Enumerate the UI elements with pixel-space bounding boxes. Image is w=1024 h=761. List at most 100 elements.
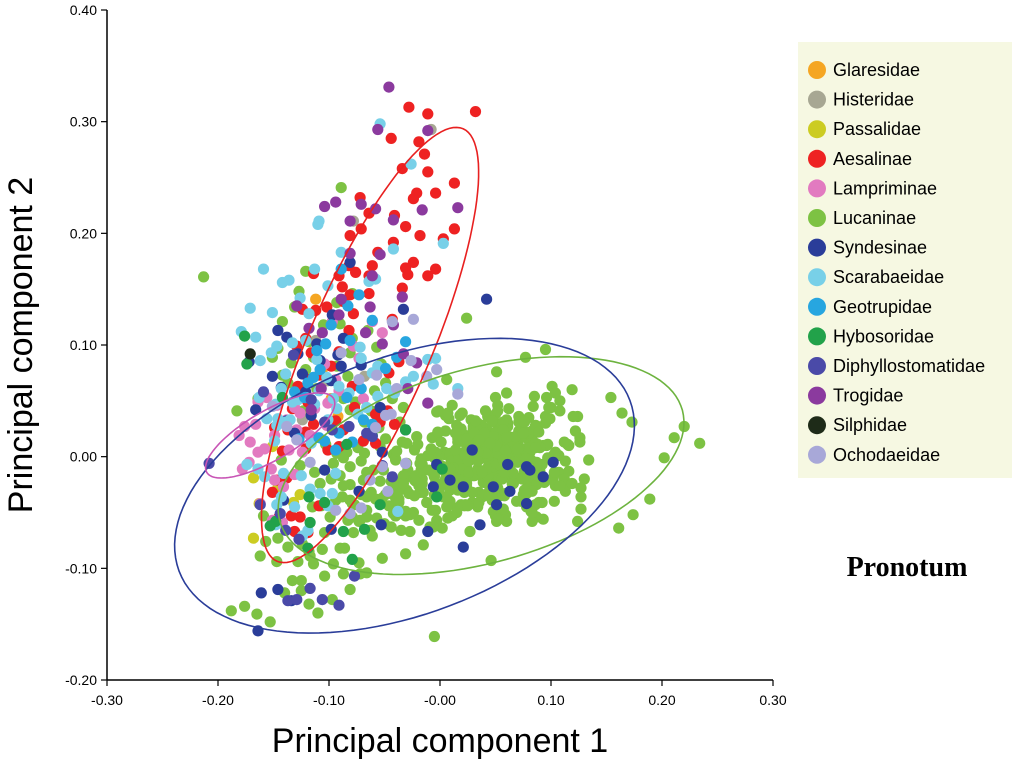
point-lucaninae xyxy=(239,600,251,612)
point-lucaninae xyxy=(463,466,475,478)
legend-label: Ochodaeidae xyxy=(833,445,940,465)
point-lucaninae xyxy=(501,515,513,528)
point-geotrupidae xyxy=(355,383,367,395)
legend-item-aesalinae: Aesalinae xyxy=(808,149,912,169)
point-scarabaeidae xyxy=(333,380,345,392)
point-lampriminae xyxy=(357,393,369,405)
point-trogidae xyxy=(344,215,356,227)
legend-item-glaresidae: Glaresidae xyxy=(808,60,920,80)
point-scarabaeidae xyxy=(314,487,326,500)
point-trogidae xyxy=(376,338,388,350)
point-scarabaeidae xyxy=(305,437,317,449)
legend-swatch xyxy=(808,120,826,139)
x-tick-label: -0.30 xyxy=(91,692,123,708)
point-syndesinae xyxy=(250,404,262,416)
point-lucaninae xyxy=(461,433,473,445)
point-lucaninae xyxy=(401,437,413,449)
point-aesalinae xyxy=(414,230,426,242)
point-lucaninae xyxy=(486,415,498,427)
point-lucaninae xyxy=(361,491,373,503)
point-aesalinae xyxy=(422,270,434,282)
point-glaresidae xyxy=(310,293,322,305)
legend-swatch xyxy=(808,149,826,168)
point-hybosoridae xyxy=(436,463,448,475)
y-axis-title: Principal component 2 xyxy=(2,177,40,513)
point-lucaninae xyxy=(464,525,476,538)
point-lucaninae xyxy=(433,405,445,417)
point-geotrupidae xyxy=(335,263,347,275)
point-lucaninae xyxy=(441,492,453,504)
point-ochodaeidae xyxy=(335,347,347,359)
point-lucaninae xyxy=(397,401,409,414)
point-aesalinae xyxy=(430,187,442,199)
point-lucaninae xyxy=(414,457,426,469)
point-lucaninae xyxy=(251,608,263,620)
legend-item-histeridae: Histeridae xyxy=(808,90,914,110)
point-lucaninae xyxy=(449,427,462,439)
point-scarabaeidae xyxy=(311,353,323,366)
point-trogidae xyxy=(374,249,386,261)
point-trogidae xyxy=(335,293,347,305)
point-lucaninae xyxy=(347,527,359,539)
point-syndesinae xyxy=(491,499,503,511)
point-aesalinae xyxy=(321,301,333,313)
point-syndesinae xyxy=(474,519,486,531)
point-lampriminae xyxy=(250,418,262,430)
legend-label: Histeridae xyxy=(833,90,914,110)
point-lucaninae xyxy=(491,366,503,378)
point-scarabaeidae xyxy=(335,246,347,258)
point-lucaninae xyxy=(627,509,639,521)
point-lampriminae xyxy=(294,407,306,419)
legend-swatch xyxy=(808,386,826,405)
point-ochodaeidae xyxy=(431,364,443,376)
panel-label: Pronotum xyxy=(847,552,968,583)
point-lucaninae xyxy=(427,467,439,479)
point-aesalinae xyxy=(343,324,355,337)
point-diphyllostomatidae xyxy=(287,349,300,361)
point-lucaninae xyxy=(497,416,509,428)
point-lucaninae xyxy=(626,416,638,428)
point-lucaninae xyxy=(578,473,590,485)
point-hybosoridae xyxy=(341,438,353,450)
point-lucaninae xyxy=(492,513,504,525)
point-lucaninae xyxy=(616,407,628,419)
point-lucaninae xyxy=(397,477,409,490)
point-scarabaeidae xyxy=(289,501,301,513)
point-ochodaeidae xyxy=(407,313,419,325)
point-passalidae xyxy=(294,489,306,501)
legend-swatch xyxy=(808,416,826,435)
point-aesalinae xyxy=(344,230,356,242)
point-syndesinae xyxy=(521,498,533,510)
point-geotrupidae xyxy=(357,414,369,426)
legend-items: Glaresidae Histeridae Passalidae Aesalinae L… xyxy=(808,60,985,465)
point-geotrupidae xyxy=(380,362,392,375)
point-lucaninae xyxy=(231,405,243,417)
point-syndesinae xyxy=(353,485,365,497)
point-scarabaeidae xyxy=(280,368,292,380)
point-hybosoridae xyxy=(239,330,251,342)
point-ochodaeidae xyxy=(291,434,303,446)
legend-label: Geotrupidae xyxy=(833,297,932,317)
series-lucaninae xyxy=(198,182,706,643)
point-trogidae xyxy=(364,301,376,313)
point-lucaninae xyxy=(526,506,538,519)
point-aesalinae xyxy=(307,418,320,430)
point-geotrupidae xyxy=(330,444,342,456)
legend-item-silphidae: Silphidae xyxy=(808,415,907,435)
point-lucaninae xyxy=(432,426,444,438)
point-syndesinae xyxy=(444,474,456,486)
point-lucaninae xyxy=(276,316,288,328)
ellipse-lampriminae xyxy=(204,392,336,479)
point-aesalinae xyxy=(294,511,306,523)
point-diphyllostomatidae xyxy=(333,599,345,611)
point-hybosoridae xyxy=(431,491,443,503)
point-lucaninae xyxy=(441,501,453,513)
point-lucaninae xyxy=(337,452,349,464)
point-aesalinae xyxy=(285,510,297,522)
point-aesalinae xyxy=(448,177,460,189)
point-geotrupidae xyxy=(311,345,323,357)
point-lucaninae xyxy=(436,522,448,534)
point-diphyllostomatidae xyxy=(343,420,355,433)
legend-item-ochodaeidae: Ochodaeidae xyxy=(808,445,940,465)
point-aesalinae xyxy=(403,101,415,113)
